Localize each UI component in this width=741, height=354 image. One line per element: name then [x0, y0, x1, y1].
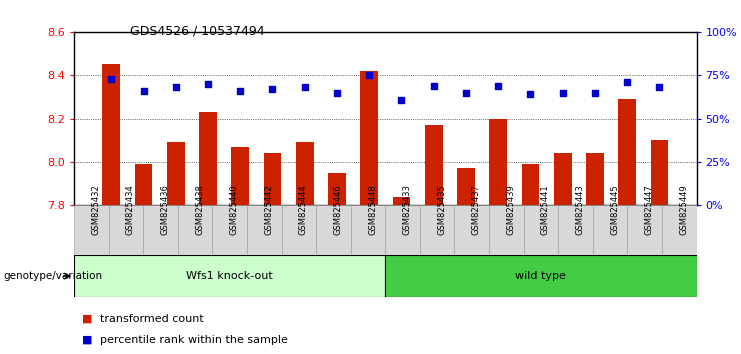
Point [299, 85, 310, 90]
Bar [651, 140, 668, 205]
Text: ■: ■ [82, 335, 92, 345]
Bar [420, 205, 454, 255]
Text: GSM825432: GSM825432 [91, 184, 100, 235]
Bar [385, 255, 697, 297]
Bar [296, 142, 313, 205]
Bar [350, 205, 385, 255]
Text: GSM825437: GSM825437 [472, 184, 481, 235]
Point [654, 85, 665, 90]
Bar [393, 196, 411, 205]
Point [170, 85, 182, 90]
Bar [102, 64, 120, 205]
Bar [489, 205, 524, 255]
Point [363, 73, 375, 78]
Text: ■: ■ [82, 314, 92, 324]
Point [428, 83, 439, 88]
Text: GSM825436: GSM825436 [161, 184, 170, 235]
Text: transformed count: transformed count [100, 314, 204, 324]
Point [556, 90, 568, 96]
Bar [558, 205, 593, 255]
Bar [385, 205, 420, 255]
Text: GSM825449: GSM825449 [679, 184, 688, 235]
Point [138, 88, 150, 94]
Text: percentile rank within the sample: percentile rank within the sample [100, 335, 288, 345]
Bar [231, 147, 249, 205]
Bar [135, 164, 153, 205]
Bar [143, 205, 178, 255]
Bar [554, 153, 571, 205]
Text: GSM825441: GSM825441 [541, 184, 550, 235]
Point [234, 88, 246, 94]
Bar [199, 112, 217, 205]
Text: GSM825434: GSM825434 [126, 184, 135, 235]
Point [460, 90, 472, 96]
Point [202, 81, 214, 87]
Bar [74, 205, 109, 255]
Text: Wfs1 knock-out: Wfs1 knock-out [186, 271, 273, 281]
Bar [618, 99, 636, 205]
Text: GDS4526 / 10537494: GDS4526 / 10537494 [130, 25, 265, 38]
Point [331, 90, 343, 96]
Point [267, 86, 279, 92]
Text: GSM825435: GSM825435 [437, 184, 446, 235]
Bar [593, 205, 628, 255]
Point [621, 79, 633, 85]
Bar [425, 125, 442, 205]
Bar [524, 205, 558, 255]
Bar [167, 142, 185, 205]
Bar [489, 119, 507, 205]
Point [105, 76, 117, 81]
Text: GSM825443: GSM825443 [576, 184, 585, 235]
Bar [109, 205, 143, 255]
Text: GSM825433: GSM825433 [402, 184, 411, 235]
Bar [282, 205, 316, 255]
Bar [457, 169, 475, 205]
Bar [264, 153, 282, 205]
Point [492, 83, 504, 88]
Bar [454, 205, 489, 255]
Bar [328, 173, 346, 205]
Bar [316, 205, 350, 255]
Text: GSM825442: GSM825442 [265, 184, 273, 235]
Text: GSM825448: GSM825448 [368, 184, 377, 235]
Bar [628, 205, 662, 255]
Bar [360, 71, 378, 205]
Text: GSM825447: GSM825447 [645, 184, 654, 235]
Text: GSM825446: GSM825446 [333, 184, 342, 235]
Text: GSM825445: GSM825445 [610, 184, 619, 235]
Bar [662, 205, 697, 255]
Text: GSM825438: GSM825438 [195, 184, 204, 235]
Bar [74, 255, 385, 297]
Text: genotype/variation: genotype/variation [4, 271, 103, 281]
Point [525, 91, 536, 97]
Text: wild type: wild type [516, 271, 566, 281]
Bar [522, 164, 539, 205]
Text: GSM825439: GSM825439 [506, 184, 515, 235]
Text: GSM825444: GSM825444 [299, 184, 308, 235]
Point [589, 90, 601, 96]
Bar [213, 205, 247, 255]
Point [396, 97, 408, 102]
Bar [178, 205, 213, 255]
Text: GSM825440: GSM825440 [230, 184, 239, 235]
Bar [586, 153, 604, 205]
Bar [247, 205, 282, 255]
